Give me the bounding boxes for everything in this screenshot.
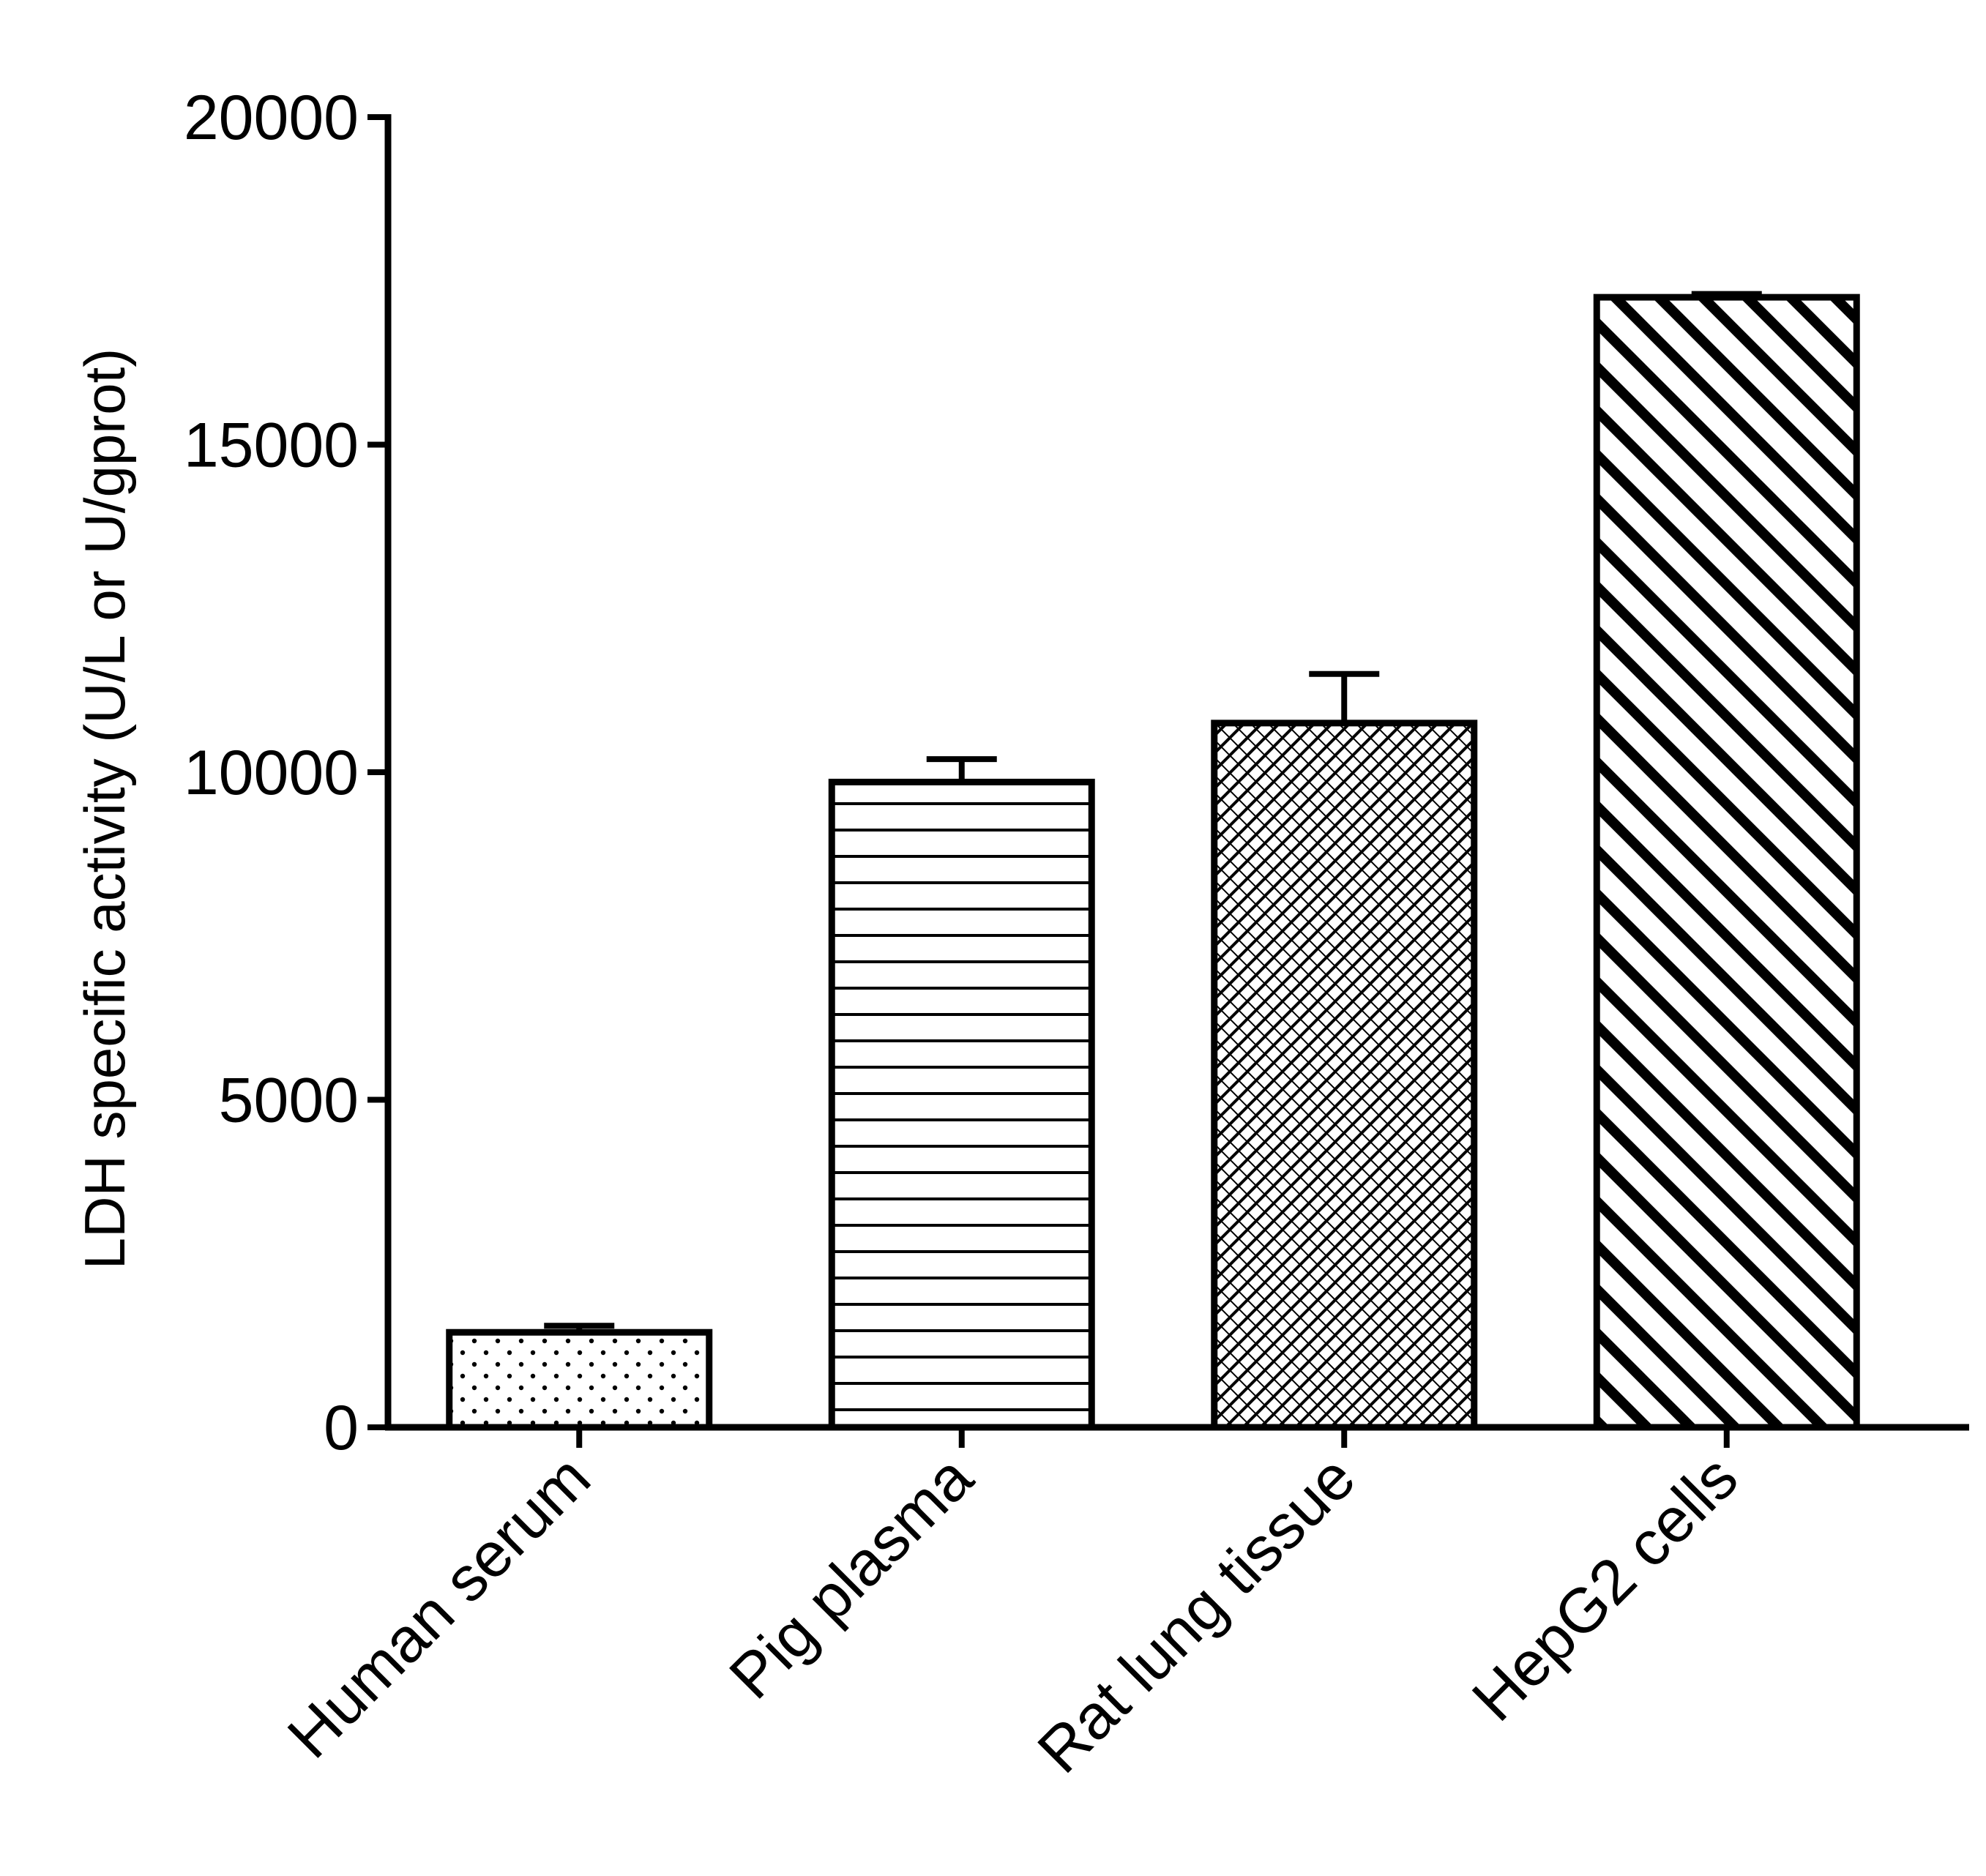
bar (1211, 720, 1478, 1431)
bars-group (446, 294, 1860, 1431)
bar (828, 778, 1095, 1431)
error-bars-group (544, 291, 1762, 1333)
x-ticks-group: Human serum Pig plasma Rat lung tissue HepG… (275, 1427, 1751, 1787)
y-tick-label: 5000 (219, 1066, 359, 1136)
x-tick-label: Rat lung tissue (1025, 1443, 1369, 1787)
x-tick-label: Human serum (275, 1443, 604, 1772)
y-tick-label: 20000 (184, 83, 359, 153)
y-axis-title: LDH specific activity (U/L or U/gprot) (72, 348, 137, 1269)
x-tick-label: HepG2 cells (1459, 1443, 1751, 1735)
y-ticks-group: 0 5000 10000 15000 20000 (184, 83, 388, 1463)
bar (446, 1328, 713, 1431)
y-tick-label: 0 (324, 1393, 359, 1463)
x-tick-label: Pig plasma (716, 1442, 986, 1712)
y-tick-label: 10000 (184, 738, 359, 808)
bar (1593, 294, 1860, 1431)
y-tick-label: 15000 (184, 411, 359, 481)
